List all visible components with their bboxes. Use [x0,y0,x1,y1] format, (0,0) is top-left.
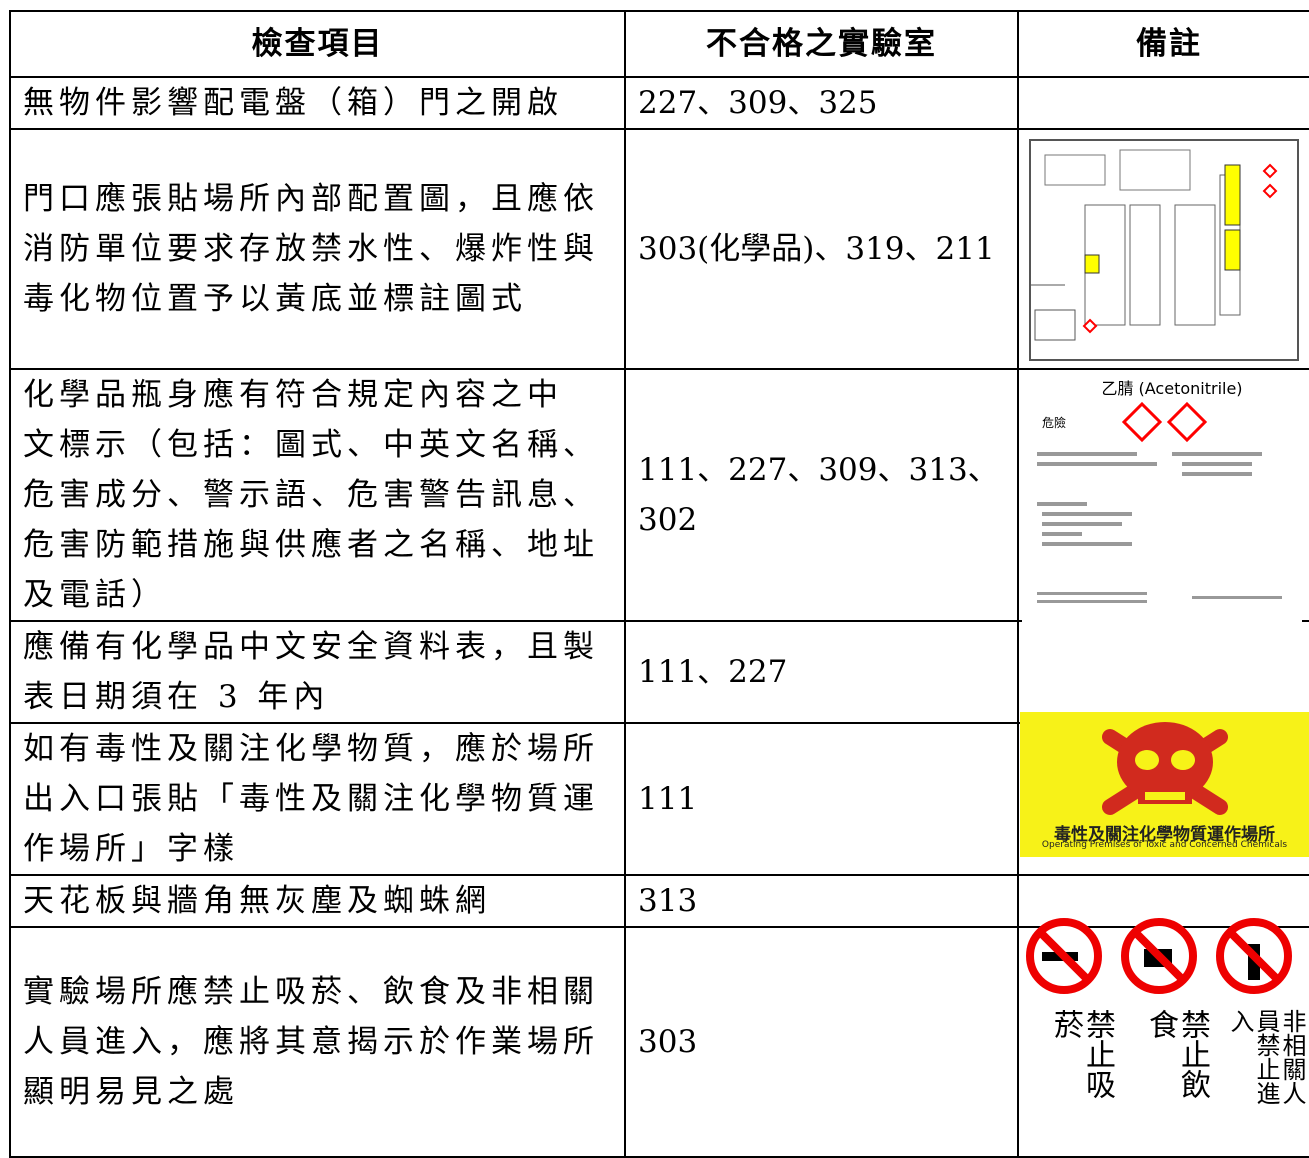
item-line: 人員進入，應將其意揭示於作業場所 [23,1024,599,1060]
prohibition-signs: 禁止吸菸 禁止飲食 非相關人員禁止進入 [1022,914,1309,1126]
item-line: 毒化物位置予以黃底並標註圖式 [23,281,527,317]
item-line: 無物件影響配電盤（箱）門之開啟 [23,85,563,121]
item-line: 如有毒性及關注化學物質，應於場所 [23,731,599,767]
item-line: 危害成分、警示語、危害警告訊息、 [23,477,599,513]
labs-line: 313 [638,883,698,919]
sign-english: Operating Premises of Toxic and Concerne… [1041,840,1288,850]
item-line: 門口應張貼場所內部配置圖，且應依 [23,181,599,217]
labs-cell: 111 [624,722,1019,876]
labs-line: 303 [638,1024,698,1060]
toxic-sign: 毒性及關注化學物質運作場所 Operating Premises of Toxi… [1020,712,1309,857]
labs-cell: 227、309、325 [624,76,1019,130]
labs-line: 111 [638,781,698,817]
item-cell: 如有毒性及關注化學物質，應於場所 出入口張貼「毒性及關注化學物質運 作場所」字樣 [9,722,626,876]
item-line: 表日期須在 3 年內 [23,679,330,715]
prohibition-label: 非相關人員禁止進入 [1226,1009,1306,1105]
item-line: 應備有化學品中文安全資料表，且製 [23,629,599,665]
label-signal: 危險 [1042,415,1066,430]
page: 檢查項目 不合格之實驗室 備註無物件影響配電盤（箱）門之開啟 227、309、325 門… [9,10,1309,1158]
item-line: 出入口張貼「毒性及關注化學物質運 [23,781,599,817]
item-line: 作場所」字樣 [23,831,239,867]
floor-plan [1029,139,1299,361]
item-line: 天花板與牆角無灰塵及蜘蛛網 [23,883,491,919]
item-line: 文標示（包括：圖式、中英文名稱、 [23,427,599,463]
sign-text: 毒性及關注化學物質運作場所 [1054,825,1275,845]
header-cell: 不合格之實驗室 [624,10,1019,78]
item-cell: 天花板與牆角無灰塵及蜘蛛網 [9,874,626,928]
labs-line: 302 [638,502,698,538]
prohibition-label: 禁止飲食 [1143,1009,1210,1099]
labs-cell: 111、227、309、313、 302 [624,368,1019,622]
header-cell: 備註 [1017,10,1309,78]
labs-line: 303(化學品)、319、211 [638,231,995,267]
item-line: 危害防範措施與供應者之名稱、地址 [23,527,599,563]
item-line: 及電話） [23,577,167,613]
item-cell: 化學品瓶身應有符合規定內容之中 文標示（包括：圖式、中英文名稱、 危害成分、警示語、… [9,368,626,622]
labs-line: 227、309、325 [638,85,878,121]
item-cell: 實驗場所應禁止吸菸、飲食及非相關 人員進入，應將其意揭示於作業場所 顯明易見之處 [9,926,626,1158]
chemical-label: 乙腈 (Acetonitrile) 危險 [1022,372,1302,622]
labs-cell: 313 [624,874,1019,928]
labs-cell: 303(化學品)、319、211 [624,128,1019,370]
item-cell: 應備有化學品中文安全資料表，且製 表日期須在 3 年內 [9,620,626,724]
note-cell [1017,76,1309,130]
label-title: 乙腈 (Acetonitrile) [1101,379,1242,398]
table-row: 應備有化學品中文安全資料表，且製 表日期須在 3 年內 111、227 [9,620,1309,724]
labs-line: 111、227 [638,654,788,690]
item-cell: 無物件影響配電盤（箱）門之開啟 [9,76,626,130]
table-row: 無物件影響配電盤（箱）門之開啟 227、309、325 [9,76,1309,130]
labs-cell: 111、227 [624,620,1019,724]
item-line: 顯明易見之處 [23,1074,239,1110]
header-row: 檢查項目 不合格之實驗室 備註 [9,10,1309,78]
item-line: 消防單位要求存放禁水性、爆炸性與 [23,231,599,267]
labs-cell: 303 [624,926,1019,1158]
item-cell: 門口應張貼場所內部配置圖，且應依 消防單位要求存放禁水性、爆炸性與 毒化物位置予以黃… [9,128,626,370]
prohibition-icons [1026,918,1292,994]
skull-icon [1102,722,1228,815]
item-line: 化學品瓶身應有符合規定內容之中 [23,377,563,413]
header-cell: 檢查項目 [9,10,626,78]
note-cell [1017,620,1309,724]
prohibition-label: 禁止吸菸 [1048,1009,1115,1099]
item-line: 實驗場所應禁止吸菸、飲食及非相關 [23,974,599,1010]
labs-line: 111、227、309、313、 [638,452,999,488]
